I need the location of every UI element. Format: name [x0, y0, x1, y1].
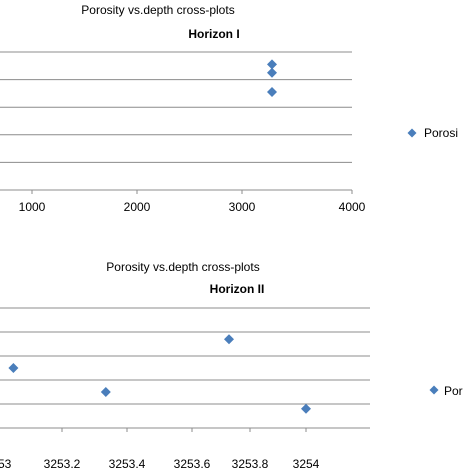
chart-1-gridlines: [0, 51, 352, 163]
chart-2-gridlines: [0, 307, 370, 405]
chart-horizon-1: Porosity vs.depth cross-plots Horizon I …: [0, 3, 458, 214]
chart-2-x-axis: 3253 3253.2 3253.4 3253.6 3253.8 3254: [0, 427, 370, 471]
x-tick-label: 3253.6: [174, 457, 211, 471]
data-point: [100, 387, 111, 397]
chart-2-legend-marker: [429, 385, 439, 395]
data-point: [267, 59, 277, 70]
chart-horizon-2: Porosity vs.depth cross-plots Horizon II…: [0, 260, 463, 471]
x-tick-label: 3254: [293, 457, 320, 471]
chart-2-title: Porosity vs.depth cross-plots: [106, 260, 259, 274]
chart-1-legend: Porosi: [407, 126, 458, 140]
data-point: [267, 87, 277, 98]
chart-1-legend-marker: [407, 128, 417, 138]
x-tick-label: 3253.4: [109, 457, 146, 471]
x-tick-label: 3000: [229, 200, 256, 214]
chart-2-subtitle: Horizon II: [210, 282, 265, 296]
x-tick-label: 3253: [0, 457, 12, 471]
x-tick-label: 3253.2: [44, 457, 81, 471]
chart-1-points: [267, 59, 277, 98]
x-tick-label: 1000: [19, 200, 46, 214]
chart-2-legend: Por: [429, 384, 463, 398]
data-point: [301, 403, 311, 414]
chart-1-x-axis: 1000 2000 3000 4000: [0, 189, 366, 214]
data-point: [224, 334, 234, 345]
x-tick-label: 4000: [339, 200, 366, 214]
chart-1-title: Porosity vs.depth cross-plots: [81, 3, 234, 17]
chart-2-legend-label: Por: [444, 384, 463, 398]
data-point: [267, 67, 277, 78]
x-tick-label: 2000: [124, 200, 151, 214]
chart-1-subtitle: Horizon I: [188, 27, 239, 41]
chart-1-legend-label: Porosi: [424, 126, 458, 140]
chart-2-points: [8, 334, 311, 414]
data-point: [8, 363, 19, 373]
x-tick-label: 3253.8: [232, 457, 269, 471]
